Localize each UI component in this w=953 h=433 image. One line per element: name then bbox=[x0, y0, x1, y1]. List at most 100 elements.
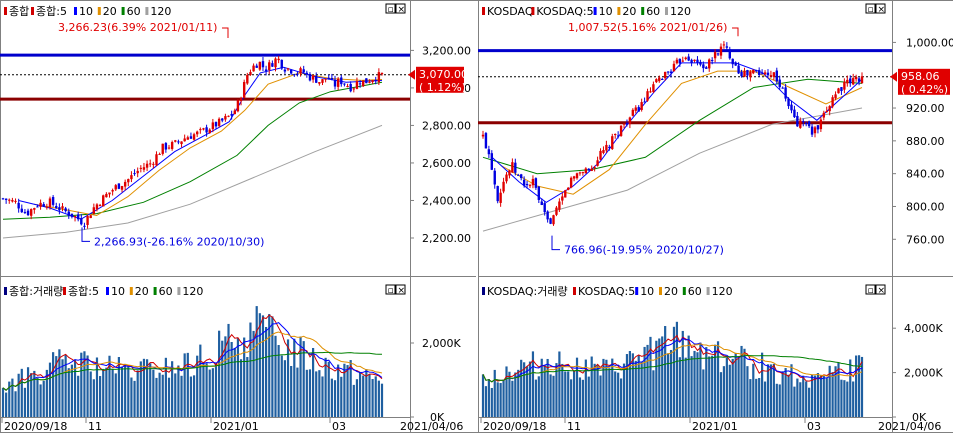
volume-bar bbox=[684, 357, 687, 417]
legend-label[interactable]: 60 bbox=[159, 285, 173, 298]
volume-bar bbox=[265, 326, 268, 417]
candle-body bbox=[611, 136, 614, 150]
candle-body bbox=[158, 153, 161, 155]
volume-bar bbox=[48, 362, 52, 417]
legend-label[interactable]: 10 bbox=[111, 285, 125, 298]
candle-body bbox=[743, 71, 746, 77]
legend-label[interactable]: 120 bbox=[150, 5, 171, 18]
volume-ma-line bbox=[482, 334, 863, 383]
legend-label[interactable]: 20 bbox=[135, 285, 149, 298]
volume-bar bbox=[221, 340, 224, 417]
legend-swatch bbox=[665, 7, 668, 15]
volume-bar bbox=[280, 355, 283, 417]
volume-bar bbox=[484, 386, 488, 417]
legend-label[interactable]: KOSDAQ bbox=[487, 5, 534, 18]
legend-label[interactable]: 10 bbox=[79, 5, 93, 18]
legend-label[interactable]: 60 bbox=[688, 285, 702, 298]
price-tick-label: 1,000.00 bbox=[906, 36, 953, 49]
legend-label[interactable]: 60 bbox=[127, 5, 141, 18]
candle-body bbox=[61, 206, 64, 209]
volume-bar bbox=[293, 338, 296, 417]
maximize-button[interactable] bbox=[385, 284, 396, 295]
volume-bar bbox=[525, 366, 529, 417]
volume-bar bbox=[296, 367, 299, 417]
volume-bar bbox=[52, 352, 55, 417]
legend-label[interactable]: 20 bbox=[622, 5, 636, 18]
candle-body bbox=[661, 79, 664, 81]
volume-bar bbox=[230, 342, 233, 417]
candle-body bbox=[810, 126, 814, 135]
candle-body bbox=[95, 204, 99, 210]
legend-label[interactable]: 120 bbox=[712, 285, 733, 298]
legend-label[interactable]: KOSDAQ:5 bbox=[578, 285, 635, 298]
candle-body bbox=[755, 70, 758, 72]
candle-body bbox=[305, 72, 309, 74]
legend-label[interactable]: 종합:5 bbox=[68, 285, 99, 298]
candle-body bbox=[663, 71, 667, 79]
candle-body bbox=[221, 118, 224, 121]
volume-bar bbox=[249, 322, 252, 417]
close-button[interactable] bbox=[395, 3, 406, 14]
candle-body bbox=[299, 68, 302, 74]
legend-swatch bbox=[482, 7, 485, 15]
legend-label[interactable]: KOSDAQ:5 bbox=[536, 5, 593, 18]
volume-bar bbox=[86, 355, 89, 417]
current-price-value: 958.06 bbox=[901, 70, 940, 83]
close-button[interactable] bbox=[395, 284, 406, 295]
legend-label[interactable]: 종합:거래량 bbox=[9, 285, 63, 298]
volume-bar bbox=[537, 376, 540, 417]
candle-body bbox=[70, 213, 74, 217]
candle-body bbox=[170, 142, 174, 149]
candle-body bbox=[584, 168, 588, 174]
legend-label[interactable]: 20 bbox=[103, 5, 117, 18]
volume-bar bbox=[365, 369, 368, 417]
legend-label[interactable]: 10 bbox=[599, 5, 613, 18]
legend-label[interactable]: 60 bbox=[646, 5, 660, 18]
volume-bar bbox=[111, 368, 114, 417]
candle-body bbox=[511, 162, 514, 173]
volume-bar bbox=[575, 357, 579, 417]
legend-label[interactable]: 20 bbox=[664, 285, 678, 298]
volume-bar bbox=[358, 372, 362, 417]
legend-label[interactable]: KOSDAQ:거래량 bbox=[487, 285, 568, 298]
legend-label[interactable]: 120 bbox=[670, 5, 691, 18]
candle-body bbox=[567, 187, 570, 190]
legend-label[interactable]: 120 bbox=[182, 285, 203, 298]
volume-bar bbox=[246, 357, 249, 417]
legend-label[interactable]: 10 bbox=[640, 285, 654, 298]
volume-bar bbox=[625, 354, 629, 417]
legend-label[interactable]: 종합 bbox=[9, 5, 29, 18]
ma60-line bbox=[482, 78, 863, 175]
current-price-box bbox=[898, 68, 950, 95]
volume-bar bbox=[825, 378, 828, 417]
close-icon: × bbox=[878, 286, 886, 296]
close-button[interactable] bbox=[875, 3, 886, 14]
volume-bar bbox=[152, 369, 155, 417]
candle-body bbox=[496, 186, 499, 202]
volume-tick-label: 4,000K bbox=[904, 322, 943, 335]
candle-body bbox=[11, 200, 14, 202]
price-tick-label: 880.00 bbox=[906, 135, 945, 148]
candle-body bbox=[268, 62, 271, 70]
candle-body bbox=[36, 206, 39, 208]
candle-body bbox=[192, 134, 196, 140]
maximize-button[interactable] bbox=[385, 3, 396, 14]
volume-bar bbox=[33, 370, 36, 417]
volume-bar bbox=[205, 363, 208, 417]
volume-bar bbox=[487, 378, 490, 417]
volume-ma-line bbox=[482, 337, 863, 383]
volume-bar bbox=[95, 357, 99, 417]
maximize-button[interactable] bbox=[865, 284, 876, 295]
legend-label[interactable]: 종합:5 bbox=[36, 5, 67, 18]
candle-body bbox=[534, 178, 538, 188]
volume-bar bbox=[705, 347, 708, 417]
close-button[interactable] bbox=[875, 284, 886, 295]
candle-body bbox=[587, 168, 590, 171]
current-price-change: ( 1.12%) bbox=[419, 81, 466, 94]
volume-bar bbox=[80, 352, 83, 417]
volume-bar bbox=[652, 370, 655, 417]
date-tick-label: 03 bbox=[807, 420, 821, 433]
current-price-box bbox=[416, 66, 464, 93]
maximize-button[interactable] bbox=[865, 3, 876, 14]
volume-bar bbox=[139, 361, 142, 417]
